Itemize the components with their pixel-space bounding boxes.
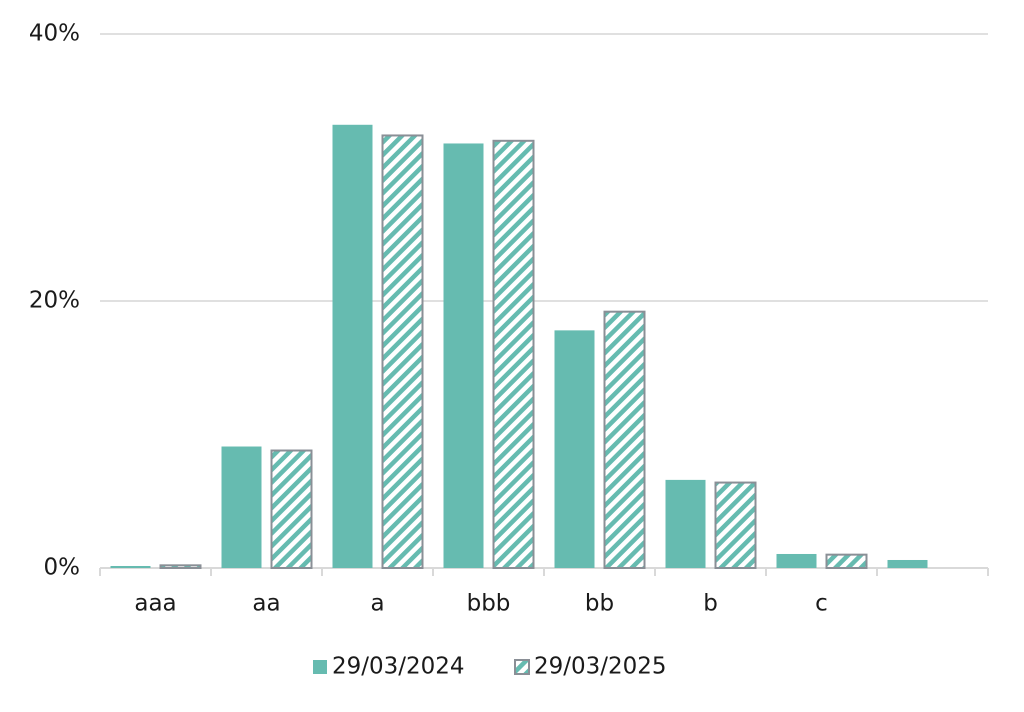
bar	[887, 559, 928, 568]
legend-swatch	[313, 660, 327, 674]
x-tick-label: bbb	[467, 591, 511, 617]
bar	[159, 564, 202, 570]
legend-swatch	[514, 659, 530, 675]
bar	[776, 553, 817, 568]
bar	[665, 479, 706, 568]
x-tick-label: c	[815, 591, 828, 617]
bar	[603, 310, 646, 569]
legend-label: 29/03/2025	[534, 654, 667, 680]
bar	[492, 139, 535, 570]
bar	[443, 143, 484, 568]
x-tick-label: a	[370, 591, 384, 617]
bar	[110, 565, 151, 568]
bar	[554, 330, 595, 568]
bar	[825, 553, 868, 570]
y-tick-label: 20%	[29, 288, 80, 314]
bar	[332, 124, 373, 568]
x-tick-label: bb	[585, 591, 614, 617]
y-tick-label: 0%	[44, 555, 81, 581]
legend-label: 29/03/2024	[332, 654, 465, 680]
x-tick-label: b	[703, 591, 718, 617]
x-tick-label: aaa	[134, 591, 176, 617]
bar	[221, 446, 262, 568]
bar	[714, 481, 757, 569]
x-tick-label: aa	[252, 591, 280, 617]
bar	[270, 449, 313, 569]
bar	[381, 134, 424, 570]
y-tick-label: 40%	[29, 21, 80, 47]
